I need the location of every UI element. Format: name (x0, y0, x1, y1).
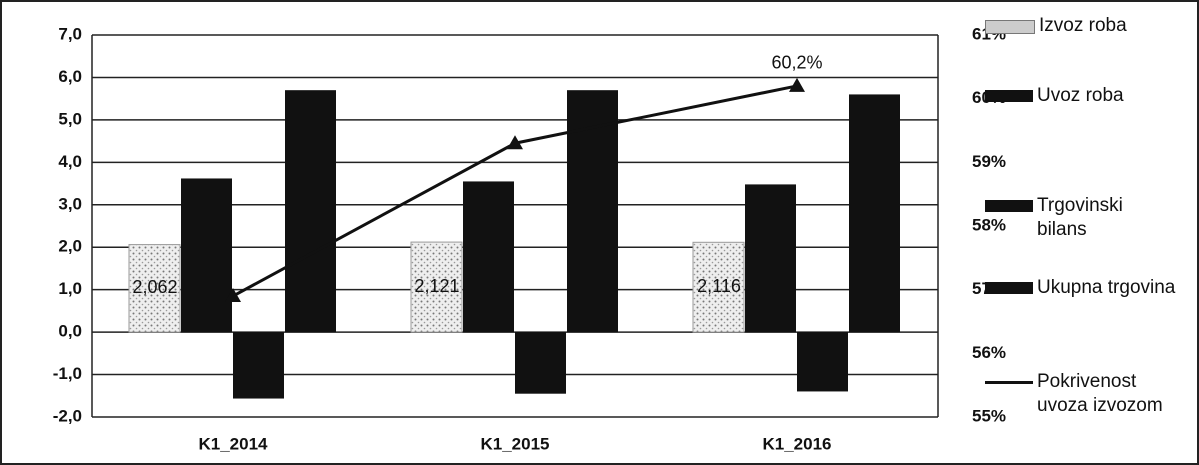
y-tick-label: 2,0 (58, 237, 82, 256)
legend-label: Izvoz roba (1039, 15, 1127, 36)
bar (463, 181, 514, 333)
y-tick-label: 5,0 (58, 109, 82, 128)
marker (789, 77, 805, 92)
bar (233, 332, 284, 399)
legend-item: Uvoz roba (985, 84, 1177, 108)
y-tick-label: 0,0 (58, 322, 82, 341)
legend-item: Trgovinski bilans (985, 194, 1177, 242)
marker (225, 288, 241, 303)
legend-swatch (985, 381, 1033, 384)
y2-tick-label: 56% (972, 343, 1006, 362)
legend-item: Izvoz roba (985, 14, 1179, 38)
data-label: 2,121 (414, 276, 459, 296)
bar (285, 90, 336, 333)
y2-tick-label: 55% (972, 406, 1006, 425)
y-tick-label: 1,0 (58, 279, 82, 298)
y-tick-label: -1,0 (53, 364, 82, 383)
legend-label: Uvoz roba (1037, 85, 1124, 106)
bar (797, 332, 848, 392)
bar (849, 94, 900, 333)
data-label: 2,062 (132, 277, 177, 297)
y-tick-label: 7,0 (58, 24, 82, 43)
x-tick-label: K1_2015 (480, 434, 549, 453)
y-tick-label: 3,0 (58, 194, 82, 213)
legend-swatch (985, 200, 1033, 212)
legend-item: Ukupna trgovina (985, 276, 1177, 300)
y-tick-label: 6,0 (58, 67, 82, 86)
legend-label: Ukupna trgovina (1037, 277, 1176, 298)
bar (128, 244, 181, 333)
y2-tick-label: 58% (972, 215, 1006, 234)
bar (410, 241, 463, 333)
x-tick-label: K1_2016 (762, 434, 831, 453)
y-tick-label: 4,0 (58, 152, 82, 171)
bar (515, 332, 566, 394)
marker (507, 135, 523, 150)
legend-label: Pokrivenost uvoza izvozom (1037, 371, 1163, 416)
legend-swatch (985, 90, 1033, 102)
bar (745, 184, 796, 333)
legend-swatch (985, 20, 1035, 34)
data-label: 2,116 (697, 276, 741, 296)
data-label: 60,2% (771, 53, 822, 73)
x-tick-label: K1_2014 (198, 434, 268, 453)
legend-swatch (985, 282, 1033, 294)
bar (181, 178, 232, 333)
y2-tick-label: 59% (972, 152, 1006, 171)
legend-label: Trgovinski bilans (1037, 195, 1123, 240)
y-tick-label: -2,0 (53, 406, 82, 425)
bar (692, 241, 745, 333)
legend-item: Pokrivenost uvoza izvozom (985, 370, 1177, 418)
